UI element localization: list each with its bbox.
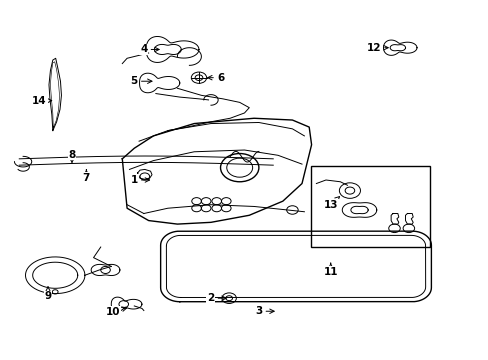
Text: 1: 1 <box>130 175 149 185</box>
Text: 5: 5 <box>130 76 152 86</box>
Text: 3: 3 <box>255 306 274 316</box>
Bar <box>310 166 429 247</box>
Text: 12: 12 <box>366 43 387 53</box>
Text: 4: 4 <box>140 45 159 54</box>
Text: 6: 6 <box>207 73 224 83</box>
Text: 9: 9 <box>44 287 51 301</box>
Text: 13: 13 <box>323 197 339 210</box>
Text: 7: 7 <box>82 170 90 183</box>
Text: 11: 11 <box>323 263 337 277</box>
Text: 10: 10 <box>105 307 126 316</box>
Text: 2: 2 <box>207 293 226 303</box>
Text: 8: 8 <box>68 150 76 163</box>
Text: 14: 14 <box>32 96 52 105</box>
